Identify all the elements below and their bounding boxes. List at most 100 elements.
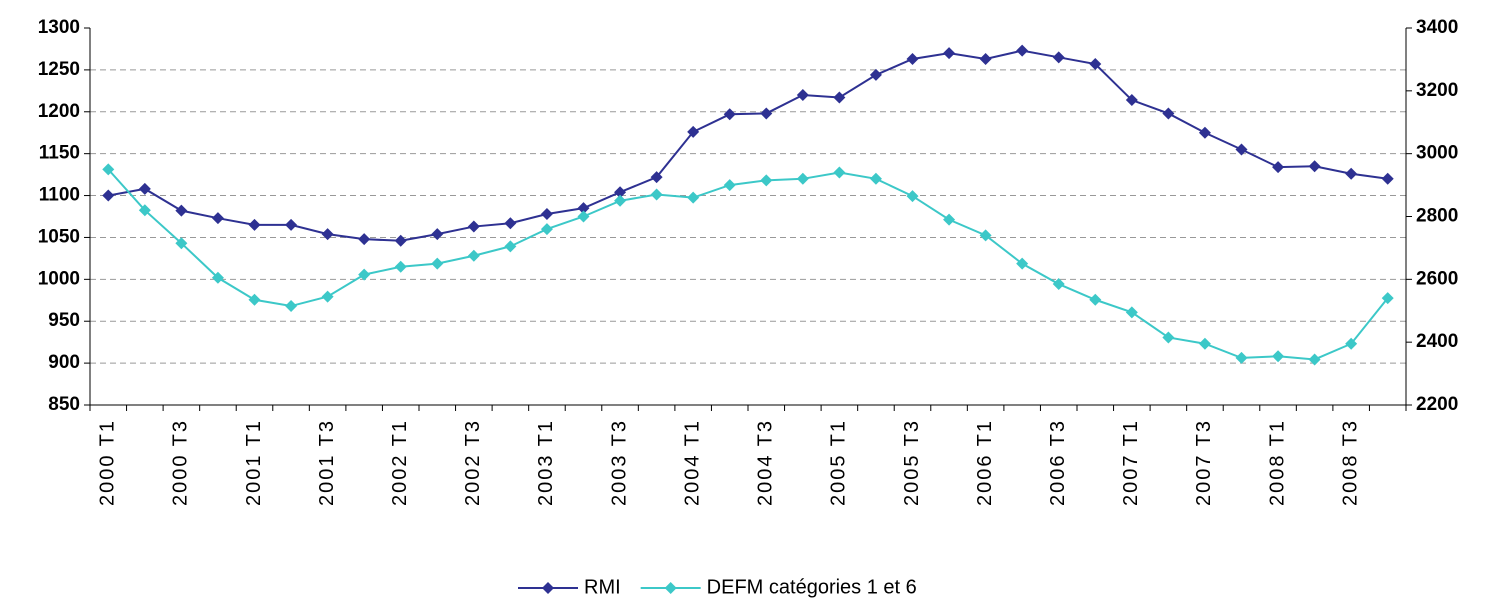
point (614, 194, 627, 207)
y-tick-label: 950 (48, 310, 80, 331)
y2-tick-label: 3000 (1416, 143, 1458, 164)
point (650, 171, 663, 184)
y-tick-label: 1100 (39, 185, 80, 206)
point (1089, 58, 1102, 71)
x-tick-label: 2000 T1 (97, 419, 119, 506)
x-tick-label: 2004 T3 (755, 419, 777, 506)
point (138, 204, 151, 217)
point (431, 228, 444, 241)
point (1125, 94, 1138, 107)
point (248, 218, 261, 231)
point (321, 228, 334, 241)
point (211, 212, 224, 225)
y-tick-label: 1150 (39, 143, 80, 164)
point (1052, 278, 1065, 291)
point (614, 186, 627, 199)
x-tick-label: 2001 T3 (316, 419, 338, 506)
y-tick-label: 1000 (38, 268, 80, 289)
y-tick-label: 1300 (38, 17, 80, 38)
legend-marker (542, 582, 554, 594)
point (102, 189, 115, 202)
point (1235, 143, 1248, 156)
point (906, 52, 919, 65)
point (467, 249, 480, 262)
point (1345, 337, 1358, 350)
y2-tick-label: 3200 (1416, 80, 1458, 101)
x-tick-label: 2005 T1 (828, 419, 850, 506)
y2-tick-label: 2800 (1416, 206, 1458, 227)
legend-label: RMI (584, 576, 621, 598)
x-tick-label: 2003 T3 (608, 419, 630, 506)
point (869, 68, 882, 81)
point (1125, 306, 1138, 319)
x-tick-label: 2007 T3 (1193, 419, 1215, 506)
point (1308, 160, 1321, 173)
point (687, 125, 700, 138)
point (723, 108, 736, 121)
point (1272, 350, 1285, 363)
point (979, 52, 992, 65)
x-tick-label: 2008 T3 (1339, 419, 1361, 506)
y2-tick-label: 2600 (1416, 268, 1458, 289)
x-tick-label: 2005 T3 (901, 419, 923, 506)
point (358, 233, 371, 246)
point (833, 91, 846, 104)
point (1016, 44, 1029, 57)
point (467, 220, 480, 233)
point (1272, 161, 1285, 174)
point (321, 290, 334, 303)
legend-label: DEFM catégories 1 et 6 (707, 576, 917, 598)
point (248, 293, 261, 306)
y-tick-label: 1050 (38, 226, 80, 247)
point (943, 213, 956, 226)
point (1052, 51, 1065, 64)
point (869, 172, 882, 185)
point (394, 234, 407, 247)
y-tick-label: 900 (48, 352, 80, 373)
point (796, 89, 809, 102)
point (687, 191, 700, 204)
point (1235, 351, 1248, 364)
point (138, 182, 151, 195)
y2-tick-label: 2200 (1416, 394, 1458, 415)
point (1198, 126, 1211, 139)
x-tick-label: 2004 T1 (681, 419, 703, 506)
point (760, 107, 773, 120)
x-tick-label: 2003 T1 (535, 419, 557, 506)
point (504, 217, 517, 230)
x-tick-label: 2006 T3 (1047, 419, 1069, 506)
y-tick-label: 1250 (38, 59, 80, 80)
y-tick-label: 1200 (38, 101, 80, 122)
point (577, 210, 590, 223)
point (1381, 172, 1394, 185)
x-tick-label: 2002 T1 (389, 419, 411, 506)
y2-tick-label: 3400 (1416, 17, 1458, 38)
point (723, 179, 736, 192)
point (760, 174, 773, 187)
point (285, 218, 298, 231)
point (504, 240, 517, 253)
point (906, 190, 919, 203)
legend-marker (664, 582, 677, 594)
point (540, 207, 553, 220)
point (175, 204, 188, 217)
point (1162, 331, 1175, 344)
point (175, 237, 188, 250)
x-tick-label: 2006 T1 (974, 419, 996, 506)
point (979, 229, 992, 242)
point (358, 268, 371, 281)
series-line (107, 168, 1389, 361)
point (211, 271, 224, 284)
x-tick-label: 2007 T1 (1120, 419, 1142, 506)
x-tick-label: 2000 T3 (170, 419, 192, 506)
x-tick-label: 2008 T1 (1266, 419, 1288, 506)
series-line (108, 49, 1388, 242)
x-tick-label: 2002 T3 (462, 419, 484, 506)
point (1089, 293, 1102, 306)
point (650, 188, 663, 201)
point (577, 202, 590, 215)
y-tick-label: 850 (48, 394, 80, 415)
point (833, 166, 846, 179)
point (943, 47, 956, 60)
